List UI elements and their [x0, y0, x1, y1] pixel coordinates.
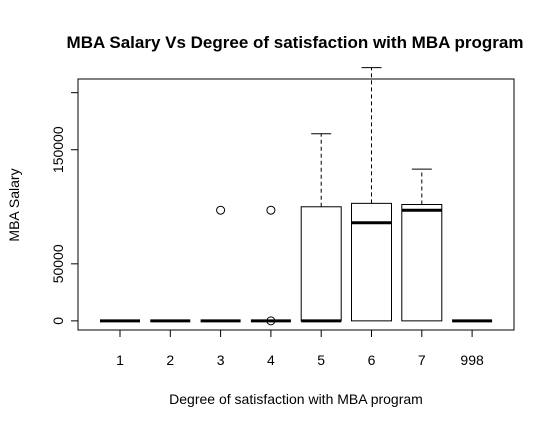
x-tick-label: 3 — [217, 352, 225, 368]
y-tick-label: 0 — [50, 317, 66, 325]
x-tick-label: 5 — [317, 352, 325, 368]
box-group-6 — [351, 67, 392, 322]
box-group-5 — [300, 133, 342, 323]
chart-title: MBA Salary Vs Degree of satisfaction wit… — [67, 33, 524, 52]
x-axis-label: Degree of satisfaction with MBA program — [169, 391, 423, 407]
box-group-4 — [250, 205, 291, 326]
box-series — [100, 67, 493, 326]
y-tick-label: 150000 — [50, 126, 66, 173]
box-rect — [351, 202, 392, 322]
x-tick-label: 6 — [368, 352, 376, 368]
box-group-7 — [401, 168, 443, 322]
x-tick-label: 4 — [267, 352, 275, 368]
x-tick-label: 1 — [116, 352, 124, 368]
box-rect — [401, 204, 443, 322]
plot-frame — [77, 78, 515, 331]
box-rect — [300, 206, 342, 322]
x-tick-label: 7 — [418, 352, 426, 368]
x-tick-label: 998 — [460, 352, 484, 368]
outlier-point — [266, 205, 276, 215]
outlier-point — [266, 316, 276, 326]
y-axis-label: MBA Salary — [6, 168, 22, 241]
y-axis: 0 50000 150000 — [50, 92, 78, 325]
outlier-point — [216, 205, 226, 215]
x-tick-label: 2 — [166, 352, 174, 368]
box-group-3 — [200, 205, 241, 323]
x-axis: 1 2 3 4 5 6 7 998 — [116, 330, 484, 368]
y-tick-label: 50000 — [50, 244, 66, 283]
